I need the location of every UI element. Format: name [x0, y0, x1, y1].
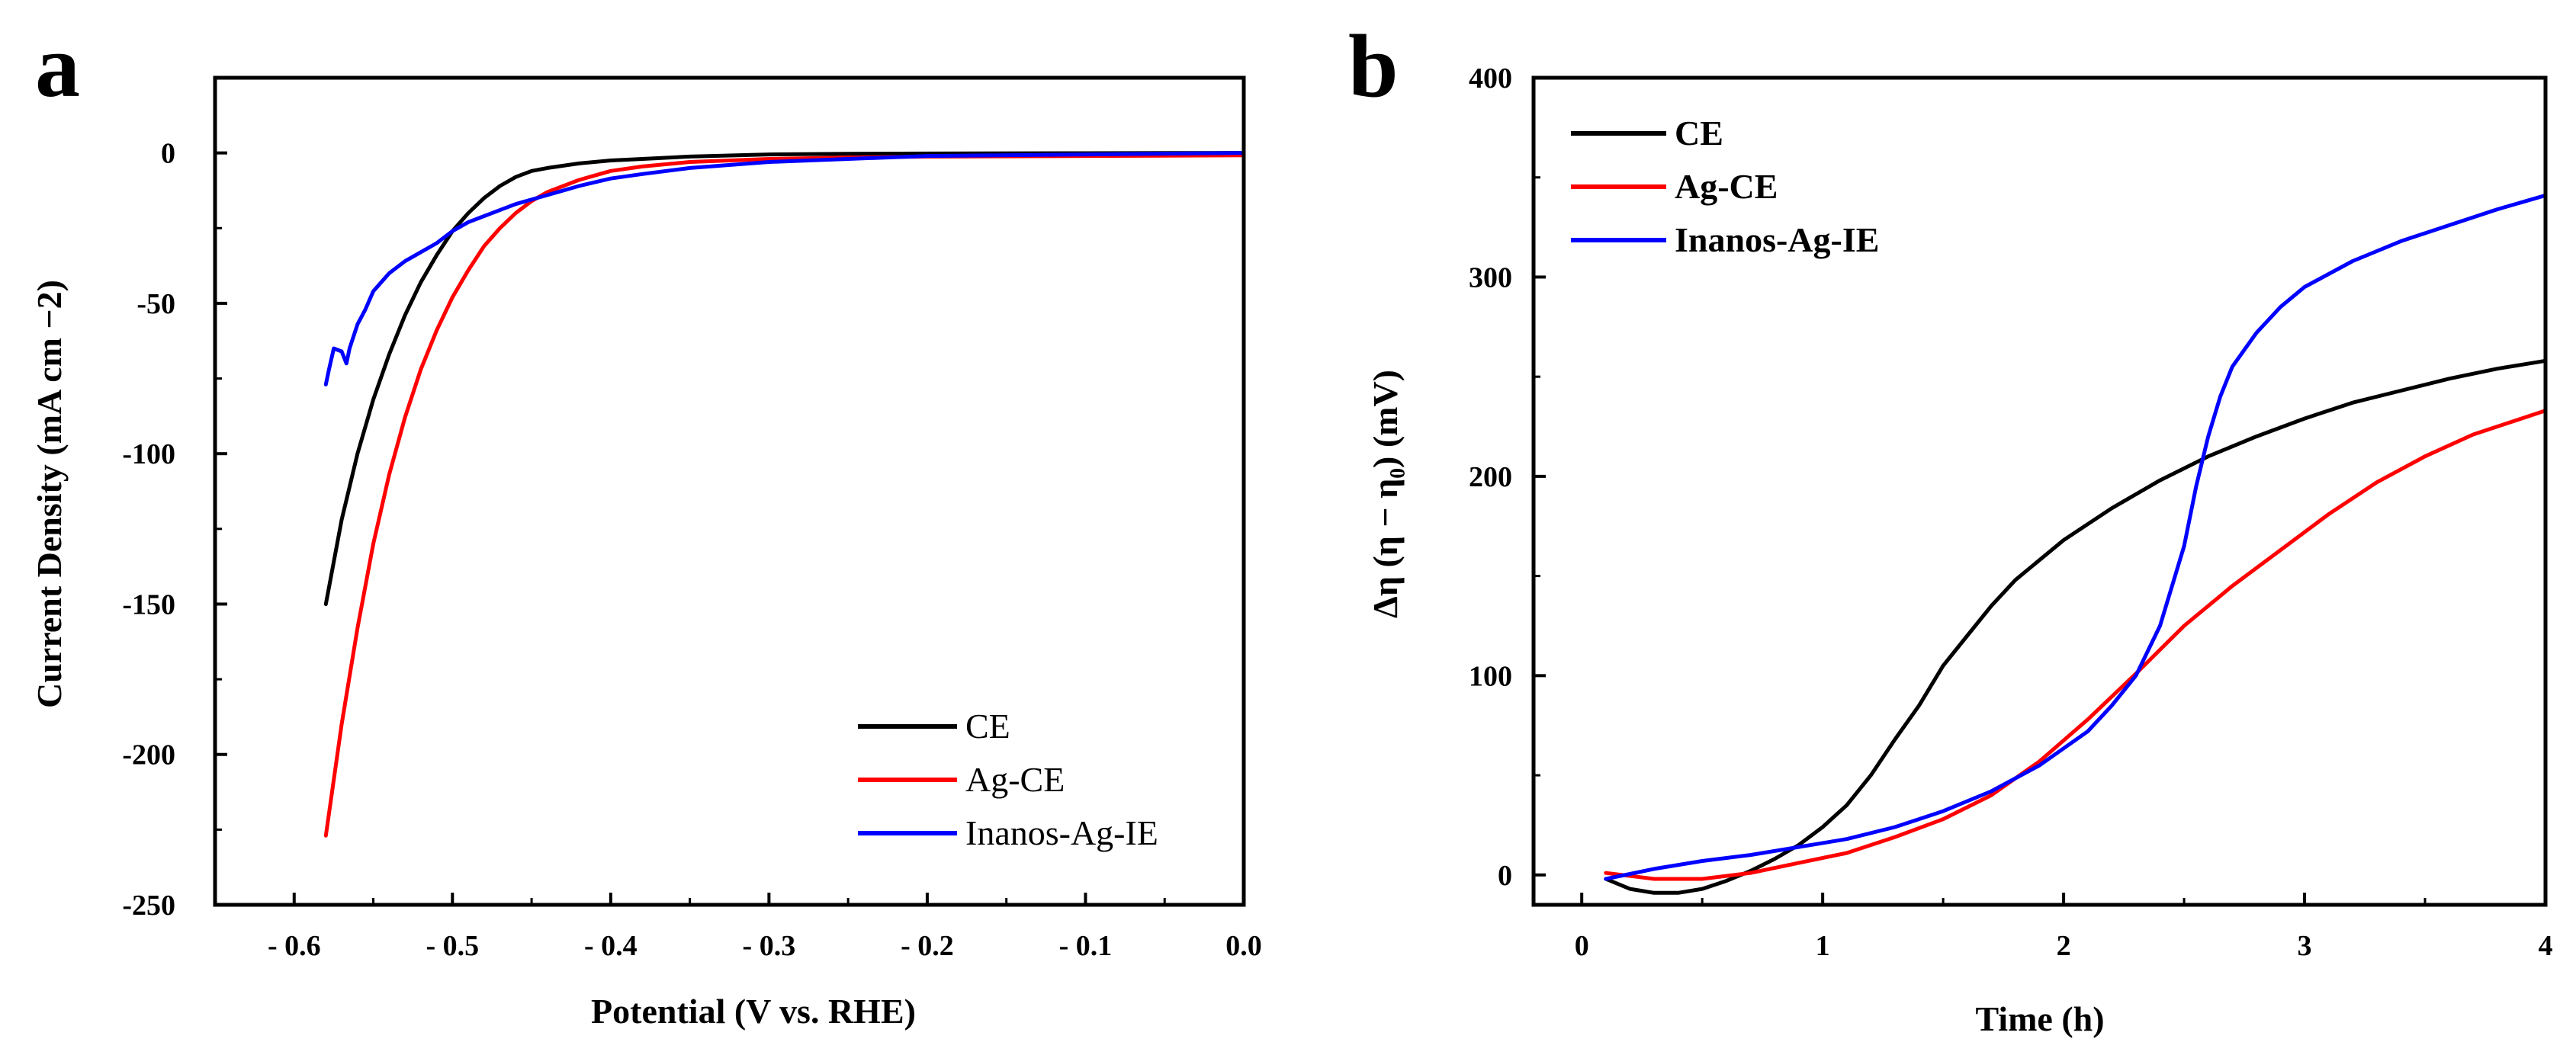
panel-a: a - 0.6- 0.5- 0.4- 0.3- 0.2- 0.1 0.00-50-…: [30, 16, 1262, 1031]
panel-b-x-tick-label: 4: [2539, 930, 2553, 962]
panel-a-x-tick-label: - 0.6: [268, 930, 321, 962]
panel-b-plot-frame: [1531, 75, 2548, 907]
panel-b-x-tick-label: 2: [2057, 930, 2071, 962]
panel-a-legend-label-inanos-ag-ie: Inanos-Ag-IE: [965, 813, 1158, 852]
panel-a-series-inanos-ag-ie: [323, 151, 1246, 386]
panel-b-y-tick-label: 0: [1498, 860, 1512, 892]
panel-b-series-group: [1604, 193, 2548, 895]
panel-a-y-tick-label: -50: [137, 288, 175, 320]
panel-b: b 0 1 2 3 4 0 100 200 300 400 Time (h) Δη (η − η₀…: [1348, 16, 2553, 1038]
panel-b-y-tick-label: 400: [1469, 63, 1512, 95]
panel-b-y-axis-title: Δη (η − η₀) (mV): [1366, 370, 1405, 618]
panel-a-y-tick-label: -150: [122, 588, 175, 620]
panel-b-y-tick-label: 200: [1469, 461, 1512, 493]
panel-b-legend-label-ce: CE: [1675, 114, 1723, 152]
panel-b-x-tick-label: 0: [1575, 930, 1589, 962]
panel-b-legend-label-ag-ce: Ag-CE: [1675, 167, 1778, 206]
panel-a-y-axis-title: Current Density (mA cm −2): [30, 280, 69, 708]
panel-a-x-tick-label: - 0.5: [426, 930, 479, 962]
panel-b-x-tick-label: 1: [1816, 930, 1830, 962]
panel-a-y-tick-label: -250: [122, 890, 175, 922]
panel-a-x-tick-label: - 0.3: [743, 930, 796, 962]
panel-a-x-tick-label: 0.0: [1225, 930, 1262, 962]
panel-a-series-group: [323, 151, 1246, 838]
panel-a-series-ag-ce: [323, 153, 1246, 838]
panel-a-axis-ticks: - 0.6 - 0.5 - 0.4 - 0.3 - 0.2 - 0.1 0.0 0 -50 -10…: [122, 138, 1261, 962]
panel-b-legend: CE Ag-CE Inanos-Ag-IE: [1571, 114, 1879, 259]
panel-a-x-tick-label: - 0.4: [584, 930, 638, 962]
panel-a-legend-label-ag-ce: Ag-CE: [965, 760, 1065, 799]
panel-b-series-inanos-ag-ie: [1604, 193, 2548, 881]
panel-b-y-tick-label: 300: [1469, 261, 1512, 293]
panel-a-y-tick-label: 0: [161, 138, 175, 170]
panel-a-legend-label-ce: CE: [965, 707, 1010, 746]
panel-a-series-ce: [323, 151, 1246, 606]
panel-a-x-axis-title: Potential (V vs. RHE): [591, 992, 916, 1031]
panel-a-y-tick-label: -200: [122, 739, 175, 771]
panel-a-legend: CE Ag-CE Inanos-Ag-IE: [858, 707, 1158, 852]
panel-b-y-tick-label: 100: [1469, 660, 1512, 692]
panel-a-x-tick-label: - 0.2: [901, 930, 954, 962]
panel-a-label: a: [35, 16, 80, 116]
panel-b-x-axis-title: Time (h): [1975, 999, 2104, 1038]
panel-b-axis-ticks: 0 1 2 3 4 0 100 200 300 400: [1469, 63, 2553, 962]
panel-b-label: b: [1348, 16, 1399, 116]
panel-a-y-tick-label: -100: [122, 438, 175, 470]
panel-b-legend-label-inanos-ag-ie: Inanos-Ag-IE: [1675, 220, 1879, 259]
panel-b-x-tick-label: 3: [2298, 930, 2312, 962]
panel-a-x-tick-label: - 0.1: [1059, 930, 1113, 962]
panel-b-series-ag-ce: [1604, 409, 2548, 881]
panel-a-plot-frame: [213, 75, 1246, 907]
panel-b-series-ce: [1604, 358, 2548, 895]
